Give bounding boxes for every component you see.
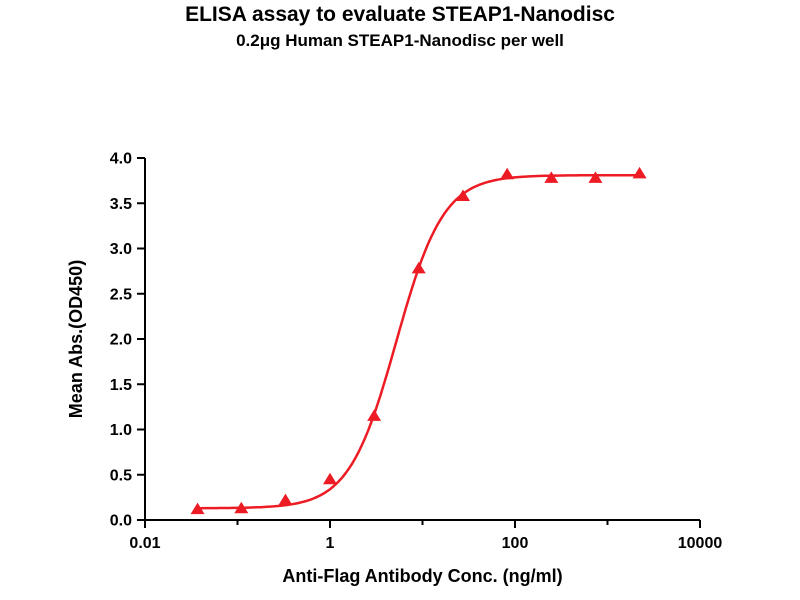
x-tick-label: 0.01 xyxy=(129,535,160,552)
chart-title: ELISA assay to evaluate STEAP1-Nanodisc xyxy=(185,3,615,26)
data-point-marker xyxy=(367,409,382,421)
dose-response-curve xyxy=(196,173,641,510)
y-tick-label: 1.0 xyxy=(110,422,132,439)
x-tick-label: 10000 xyxy=(678,535,723,552)
data-point-marker xyxy=(411,261,426,274)
data-point-marker xyxy=(632,166,647,179)
y-tick-label: 0.0 xyxy=(110,513,132,530)
x-tick-label: 100 xyxy=(502,535,529,552)
chart-subtitle: 0.2μg Human STEAP1-Nanodisc per well xyxy=(236,31,564,50)
data-point-marker xyxy=(234,501,249,514)
y-tick-label: 2.0 xyxy=(110,332,132,349)
data-point-marker xyxy=(500,167,515,180)
y-tick-label: 0.5 xyxy=(110,467,132,484)
data-point-marker xyxy=(455,189,470,202)
y-tick-label: 1.5 xyxy=(110,377,132,394)
x-axis-label: Anti-Flag Antibody Conc. (ng/ml) xyxy=(282,566,563,586)
y-tick-label: 3.5 xyxy=(110,196,132,213)
data-point-marker xyxy=(323,472,337,485)
y-tick-label: 4.0 xyxy=(110,151,132,168)
y-tick-label: 2.5 xyxy=(110,286,132,303)
data-point-marker xyxy=(588,171,603,183)
data-point-marker xyxy=(544,171,559,183)
x-tick-label: 1 xyxy=(326,535,335,552)
data-point-marker xyxy=(278,493,293,506)
y-tick-label: 3.0 xyxy=(110,241,132,258)
data-point-marker xyxy=(190,502,205,515)
